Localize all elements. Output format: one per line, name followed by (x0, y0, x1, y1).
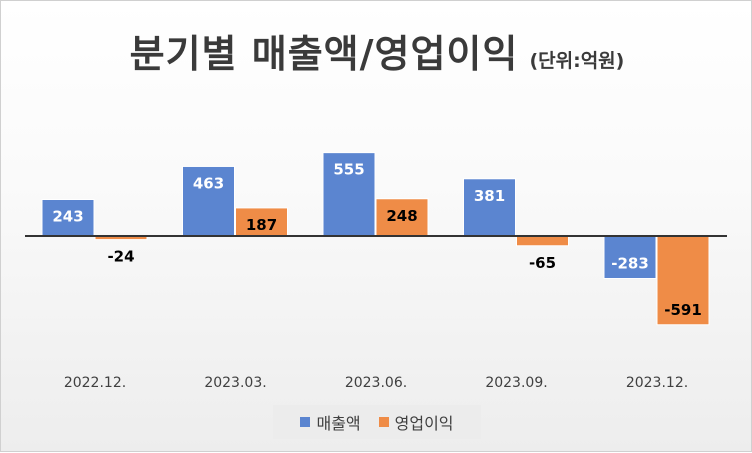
bar-operating-income-4 (656, 235, 710, 326)
data-label-operating-income-2: 248 (386, 207, 417, 225)
x-tick-label-3: 2023.09. (485, 375, 547, 391)
data-label-revenue-0: 243 (52, 208, 83, 226)
bar-revenue-3 (463, 178, 516, 237)
data-label-revenue-2: 555 (333, 161, 364, 179)
data-label-operating-income-0: -24 (107, 248, 134, 266)
bar-revenue-2 (322, 152, 376, 237)
data-label-revenue-1: 463 (193, 174, 224, 192)
x-tick-label-0: 2022.12. (64, 375, 126, 391)
data-label-revenue-4: -283 (611, 255, 649, 273)
bar-revenue-4 (603, 235, 657, 280)
data-label-operating-income-3: -65 (529, 254, 556, 272)
bar-operating-income-1 (235, 207, 288, 237)
unit-note: (단위:억원) (529, 50, 625, 72)
data-label-operating-income-4: -591 (664, 301, 702, 319)
data-label-operating-income-1: 187 (246, 216, 277, 234)
legend-swatch-revenue (300, 417, 311, 427)
legend: 매출액 영업이익 (273, 405, 481, 439)
x-tick-label-4: 2023.12. (626, 375, 688, 391)
legend-swatch-operating-income (378, 417, 389, 427)
x-tick-label-2: 2023.06. (345, 375, 407, 391)
bar-revenue-0 (41, 199, 95, 237)
chart-title: 분기별 매출액/영업이익 (129, 32, 519, 76)
legend-label-revenue: 매출액 (316, 414, 361, 433)
legend-item-revenue: 매출액 (300, 410, 361, 434)
chart-title-block: 분기별 매출액/영업이익 (단위:억원) (1, 23, 752, 78)
bar-operating-income-3 (516, 235, 569, 247)
bar-operating-income-2 (375, 198, 429, 237)
x-tick-label-1: 2023.03. (204, 375, 266, 391)
data-label-revenue-3: 381 (474, 187, 505, 205)
legend-item-operating-income: 영업이익 (378, 410, 454, 434)
legend-label-operating-income: 영업이익 (394, 414, 454, 433)
bar-revenue-1 (182, 165, 235, 237)
